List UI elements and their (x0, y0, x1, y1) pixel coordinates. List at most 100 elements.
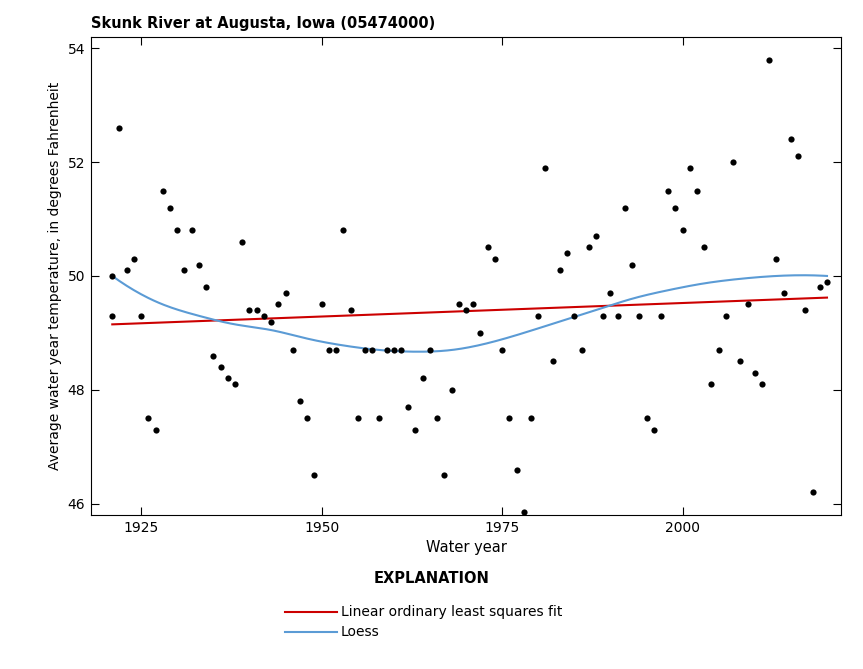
Text: Skunk River at Augusta, Iowa (05474000): Skunk River at Augusta, Iowa (05474000) (91, 17, 435, 31)
Point (719, 310, 733, 321)
Point (322, 345, 336, 355)
Point (734, 356, 747, 367)
Point (806, 487, 820, 498)
Point (798, 305, 812, 316)
Point (510, 464, 524, 475)
Point (589, 231, 603, 242)
Point (307, 470, 321, 480)
Point (654, 310, 668, 321)
Point (105, 271, 119, 282)
Point (603, 288, 617, 298)
Point (740, 299, 754, 310)
Point (279, 288, 293, 298)
Point (249, 305, 263, 316)
Point (365, 345, 379, 355)
Point (163, 202, 177, 213)
Point (532, 310, 545, 321)
Point (704, 379, 718, 389)
Point (373, 413, 387, 423)
Point (416, 373, 430, 384)
Point (524, 413, 538, 423)
Point (488, 254, 501, 264)
Point (582, 242, 595, 253)
Point (791, 151, 805, 162)
Point (192, 259, 205, 270)
Point (755, 379, 769, 389)
Point (387, 345, 400, 355)
Point (784, 134, 797, 145)
Point (639, 413, 653, 423)
Point (112, 122, 126, 133)
Point (243, 305, 256, 316)
Point (697, 242, 711, 253)
Point (502, 413, 516, 423)
Point (236, 236, 249, 247)
Point (669, 202, 683, 213)
Point (646, 424, 660, 435)
Point (625, 259, 639, 270)
Point (575, 345, 589, 355)
Point (690, 185, 704, 196)
Point (293, 396, 307, 407)
Point (206, 351, 220, 361)
Point (271, 299, 285, 310)
Point (474, 328, 488, 339)
Point (135, 310, 148, 321)
X-axis label: Water year: Water year (425, 541, 507, 555)
Point (813, 282, 827, 293)
Text: Linear ordinary least squares fit: Linear ordinary least squares fit (341, 605, 563, 619)
Point (408, 424, 422, 435)
Point (105, 310, 119, 321)
Point (329, 345, 343, 355)
Point (286, 345, 299, 355)
Point (777, 288, 791, 298)
Point (633, 310, 646, 321)
Point (611, 310, 625, 321)
Point (185, 225, 198, 235)
Point (727, 157, 740, 167)
Point (178, 265, 192, 276)
Point (199, 282, 213, 293)
Point (300, 413, 314, 423)
Point (517, 507, 531, 518)
Point (618, 202, 632, 213)
Text: Loess: Loess (341, 626, 380, 639)
Point (156, 185, 170, 196)
Point (553, 265, 567, 276)
Point (170, 225, 184, 235)
Point (380, 345, 394, 355)
Point (264, 316, 278, 327)
Point (431, 413, 444, 423)
Point (596, 310, 610, 321)
Point (748, 367, 762, 378)
Point (560, 248, 574, 258)
Point (221, 373, 235, 384)
Point (142, 413, 155, 423)
Point (423, 345, 437, 355)
Point (394, 345, 408, 355)
Text: EXPLANATION: EXPLANATION (374, 571, 489, 586)
Point (661, 185, 675, 196)
Point (257, 310, 271, 321)
Point (770, 254, 784, 264)
Point (148, 424, 162, 435)
Point (459, 305, 473, 316)
Point (120, 265, 134, 276)
Point (228, 379, 242, 389)
Point (539, 163, 552, 173)
Point (567, 310, 581, 321)
Point (315, 299, 329, 310)
Point (438, 470, 451, 480)
Point (712, 345, 726, 355)
Point (452, 299, 466, 310)
Point (495, 345, 509, 355)
Point (127, 254, 141, 264)
Point (683, 163, 696, 173)
Point (214, 362, 228, 373)
Point (351, 413, 365, 423)
Point (337, 225, 350, 235)
Point (820, 276, 834, 287)
Point (466, 299, 480, 310)
Point (358, 345, 372, 355)
Point (444, 385, 458, 395)
